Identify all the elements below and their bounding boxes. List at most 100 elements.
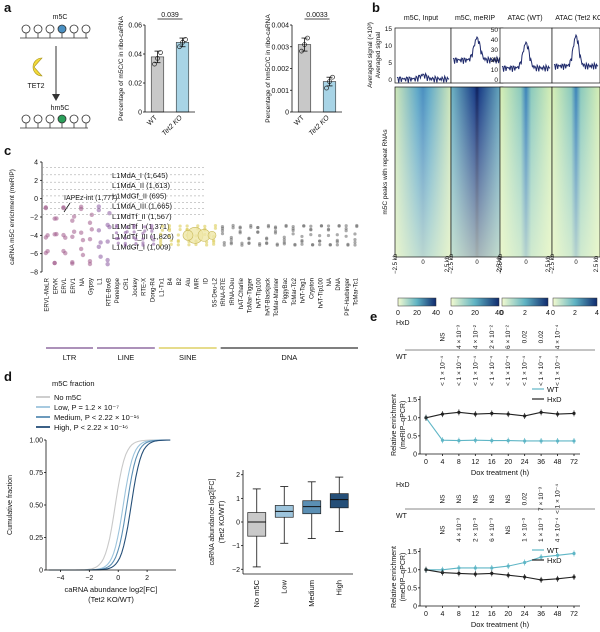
profile-box [499,27,553,84]
legend-entry: Low, P = 1.2 × 10⁻⁷ [54,403,119,412]
x-tick-label: 2.5 kb [445,255,451,272]
enrichment-point [123,230,127,235]
group-label: DNA [281,353,297,362]
enrichment-point [282,242,286,246]
enrichment-point [70,218,75,223]
hm5c-label: hm5C [51,105,70,112]
y-axis-label: Relative enrichment [391,546,398,608]
p-value: 0.02 [522,492,529,505]
enrichment-point [152,242,156,246]
y-tick-label: 0.06 [128,23,142,30]
enrichment-point [143,229,147,233]
nucleotide [57,24,67,34]
enrichment-point [159,243,163,247]
y-tick-label: 0 [413,452,417,459]
enrichment-point [71,214,77,219]
category-label: DNA [336,278,342,291]
m5c-bar-chart: 0 0.02 0.04 0.06 WT Tet2 KO 0.039 Percentage of… [118,12,190,137]
profile-box [394,27,452,84]
enrichment-point [178,224,182,228]
x-tick-label: 2.5 kb [546,255,552,272]
enrichment-point [220,232,225,236]
x-tick-label: 2 [145,575,149,582]
enrichment-point [326,227,331,231]
sine-bubble [182,230,194,241]
colorbar-tick: 0 [449,310,453,317]
x-tick-label: 0 [475,260,479,266]
enrichment-point [132,236,136,240]
enrichment-point [169,239,173,243]
legend-label: L1MdTf_III (1,826) [112,232,174,241]
colorbar-tick: 40 [432,310,440,317]
enrichment-point [107,210,112,216]
enrichment-point [141,231,145,235]
y-tick-label: 15 [385,26,393,33]
legend-label: L1MdTf_II (1,567) [112,212,172,221]
category-label: PiggyBac [283,278,289,303]
p-row-label: WT [396,354,408,361]
p-row-label: HxD [396,320,410,327]
y-tick-label: 0.002 [271,66,289,73]
enrichment-point [291,232,295,236]
x-axis-label: Dox treatment (h) [471,468,530,477]
category-label: Gypsy [89,278,95,295]
enrichment-point [353,243,357,247]
category-label: hAT-Charlie [239,277,245,309]
enrichment-point [266,223,271,228]
y-tick-label: 1.5 [407,397,417,404]
enrichment-point [70,234,75,239]
enrichment-point [318,234,322,238]
y-tick-label: −6 [30,251,38,258]
y-tick-label: 50 [491,27,499,34]
category-label: Jockey [133,278,139,297]
ecdf-curve [48,439,171,571]
p-value: 2 × 10⁻² [489,324,496,349]
p-value: < 1 × 10⁻⁴ [489,356,496,386]
group-label: LTR [63,353,77,362]
enrichment-point [231,223,235,228]
p-value: < 1 × 10⁻⁴ [555,356,562,386]
p-value: 6 × 10⁻³ [489,517,496,542]
enrichment-point [178,227,182,232]
enrichment-point [123,241,127,245]
enrichment-point [265,236,269,240]
enrichment-point [70,259,75,265]
p-value: NS [439,332,446,342]
enrichment-point [105,257,110,263]
x-tick-label: 2.5 kb [497,255,503,272]
enrichment-point [159,232,163,236]
y-tick-label: 0 [236,520,240,527]
category-label: Crypton [309,278,315,299]
enrichment-point [52,260,57,266]
enrichment-point [335,240,339,244]
p-value: NS [505,494,512,504]
p-value: NS [472,494,479,504]
category-label: TcMar-Mariner [274,278,280,317]
nucleotide [45,114,55,124]
enrichment-point [247,237,251,241]
y-tick-label: 0 [39,568,43,575]
enrichment-point [220,226,225,231]
enrichment-point [326,224,331,228]
enrichment-point [80,252,86,258]
tet2-label: TET2 [27,83,44,90]
x-tick-label: 0 [424,459,428,466]
y-tick-label: 0 [388,77,392,84]
enrichment-point [159,238,163,242]
enrichment-point [229,237,233,242]
box [329,493,349,509]
y-axis-label: Cumulative fraction [7,475,14,535]
data-point [152,61,157,67]
enrichment-point [240,243,244,247]
profile-box [450,27,504,84]
enrichment-point [291,224,295,229]
x-tick-label: No m5C [252,579,261,607]
enrichment-point [256,225,260,230]
p-value: 4 × 10⁻³ [456,324,463,349]
x-tick-label: Tet2 KO [308,114,331,137]
box [302,500,322,515]
y-tick-label: 10 [491,67,499,74]
enrichment-point [238,229,242,234]
enrichment-point [319,224,324,228]
